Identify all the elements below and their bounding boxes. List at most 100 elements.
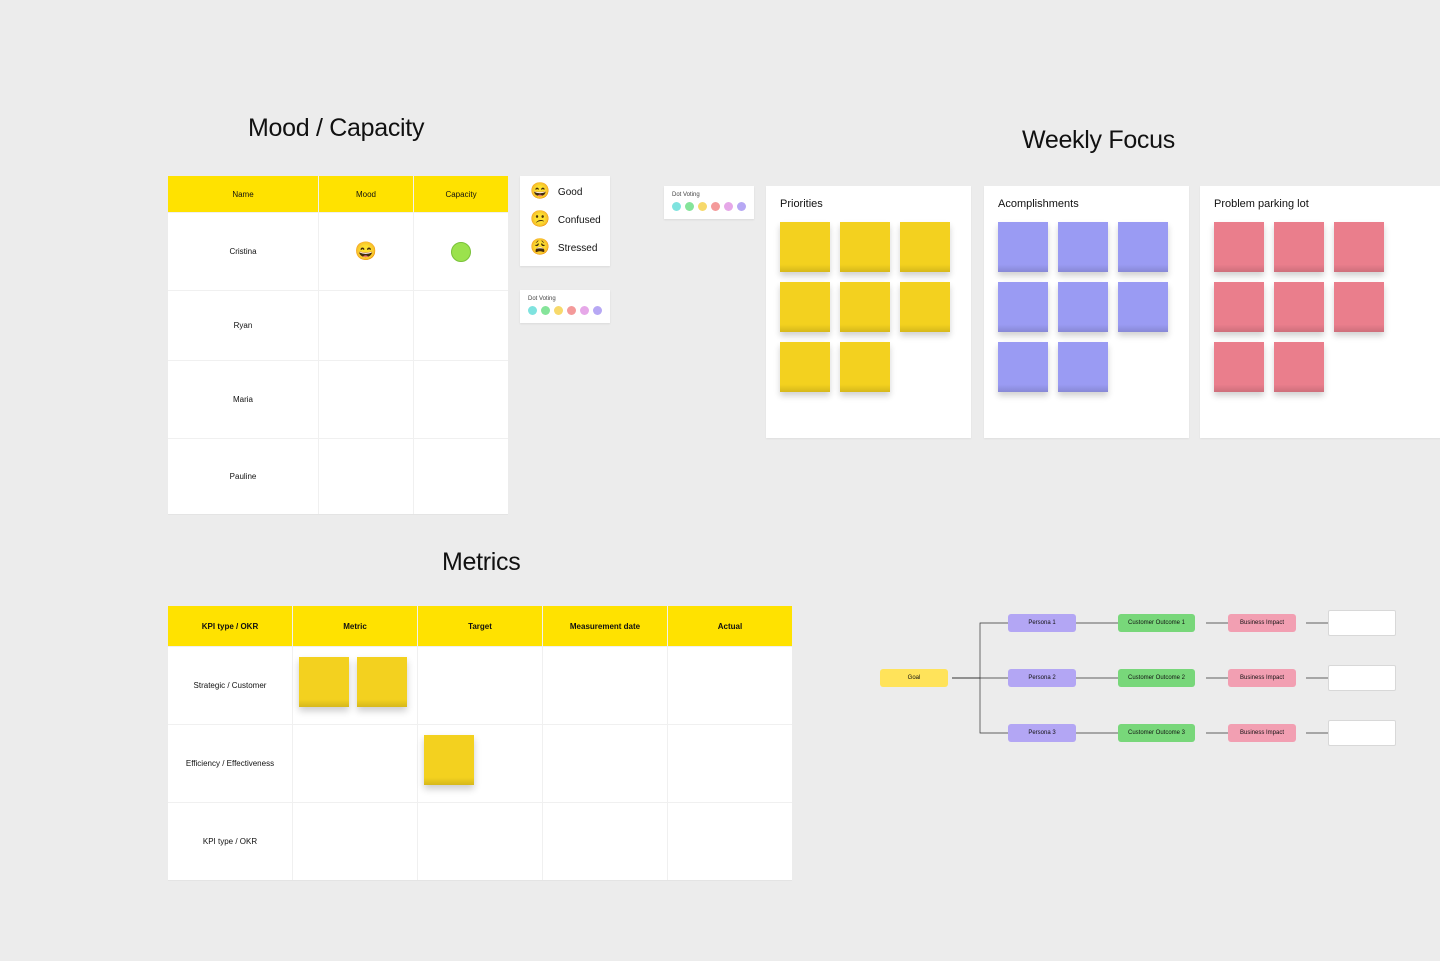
sticky-note[interactable] xyxy=(998,282,1048,332)
tree-impact-node[interactable]: Business Impact xyxy=(1228,724,1296,742)
col-metric: Metric xyxy=(292,606,417,646)
board-title: Problem parking lot xyxy=(1214,198,1436,210)
dot-voting-card-weekly[interactable]: Dot Voting xyxy=(664,186,754,219)
col-name: Name xyxy=(168,176,318,212)
sticky-note[interactable] xyxy=(840,342,890,392)
table-row: Pauline xyxy=(168,438,508,514)
sticky-note[interactable] xyxy=(840,282,890,332)
tree-outcome-node[interactable]: Customer Outcome 1 xyxy=(1118,614,1195,632)
tree-outcome-node[interactable]: Customer Outcome 2 xyxy=(1118,669,1195,687)
tree-blank-node[interactable] xyxy=(1328,720,1396,746)
sticky-note[interactable] xyxy=(998,222,1048,272)
sticky-note[interactable] xyxy=(1214,222,1264,272)
sticky-note[interactable] xyxy=(1058,222,1108,272)
metrics-cell[interactable] xyxy=(542,724,667,802)
tree-impact-node[interactable]: Business Impact xyxy=(1228,669,1296,687)
sticky-note[interactable] xyxy=(424,735,474,785)
sticky-note[interactable] xyxy=(1118,222,1168,272)
tree-persona-node[interactable]: Persona 1 xyxy=(1008,614,1076,632)
metrics-cell[interactable] xyxy=(667,802,792,880)
col-actual: Actual xyxy=(667,606,792,646)
sticky-note[interactable] xyxy=(1058,282,1108,332)
notes-area[interactable] xyxy=(1214,222,1436,392)
col-target: Target xyxy=(417,606,542,646)
notes-area[interactable] xyxy=(780,222,957,392)
table-row: Maria xyxy=(168,360,508,438)
legend-label: Good xyxy=(558,187,582,198)
voting-dot-icon[interactable] xyxy=(593,306,602,315)
sticky-note[interactable] xyxy=(998,342,1048,392)
voting-dot-icon[interactable] xyxy=(724,202,733,211)
sticky-note[interactable] xyxy=(1334,222,1384,272)
metrics-cell[interactable] xyxy=(667,724,792,802)
sticky-note[interactable] xyxy=(780,282,830,332)
sticky-note[interactable] xyxy=(900,222,950,272)
board-title: Acomplishments xyxy=(998,198,1175,210)
table-row: Strategic / Customer xyxy=(168,646,792,724)
focus-board[interactable]: Acomplishments xyxy=(984,186,1189,438)
tree-impact-node[interactable]: Business Impact xyxy=(1228,614,1296,632)
voting-dot-icon[interactable] xyxy=(580,306,589,315)
metrics-cell[interactable] xyxy=(542,646,667,724)
sticky-note[interactable] xyxy=(357,657,407,707)
mood-cell[interactable] xyxy=(318,438,413,514)
voting-dot-icon[interactable] xyxy=(554,306,563,315)
tree-blank-node[interactable] xyxy=(1328,665,1396,691)
sticky-note[interactable] xyxy=(780,222,830,272)
tree-persona-node[interactable]: Persona 3 xyxy=(1008,724,1076,742)
capacity-cell[interactable] xyxy=(413,290,508,360)
sticky-note[interactable] xyxy=(299,657,349,707)
sticky-note[interactable] xyxy=(1214,282,1264,332)
metrics-cell[interactable] xyxy=(542,802,667,880)
metrics-cell[interactable] xyxy=(417,724,542,802)
sticky-note[interactable] xyxy=(780,342,830,392)
voting-dot-icon[interactable] xyxy=(528,306,537,315)
voting-dot-icon[interactable] xyxy=(711,202,720,211)
metrics-cell[interactable] xyxy=(417,646,542,724)
sticky-note[interactable] xyxy=(1274,222,1324,272)
metrics-cell[interactable] xyxy=(292,724,417,802)
mood-cell[interactable] xyxy=(318,360,413,438)
mood-cell[interactable]: 😄 xyxy=(318,212,413,290)
tree-outcome-node[interactable]: Customer Outcome 3 xyxy=(1118,724,1195,742)
mood-capacity-table: Name Mood Capacity Cristina😄RyanMariaPau… xyxy=(168,176,508,514)
tree-goal-node[interactable]: Goal xyxy=(880,669,948,687)
section-title-weekly: Weekly Focus xyxy=(1022,126,1175,155)
voting-dot-icon[interactable] xyxy=(685,202,694,211)
tree-blank-node[interactable] xyxy=(1328,610,1396,636)
name-cell: Ryan xyxy=(168,290,318,360)
voting-dot-icon[interactable] xyxy=(672,202,681,211)
mood-cell[interactable] xyxy=(318,290,413,360)
sticky-note[interactable] xyxy=(1118,282,1168,332)
capacity-cell[interactable] xyxy=(413,438,508,514)
voting-dot-icon[interactable] xyxy=(541,306,550,315)
sticky-note[interactable] xyxy=(1274,342,1324,392)
metrics-cell[interactable] xyxy=(417,802,542,880)
metrics-cell[interactable] xyxy=(292,646,417,724)
notes-area[interactable] xyxy=(998,222,1175,392)
sticky-note[interactable] xyxy=(1214,342,1264,392)
sticky-note[interactable] xyxy=(1058,342,1108,392)
dot-voting-card-mood[interactable]: Dot Voting xyxy=(520,290,610,323)
focus-board[interactable]: Priorities xyxy=(766,186,971,438)
metrics-cell[interactable] xyxy=(667,646,792,724)
table-row: Efficiency / Effectiveness xyxy=(168,724,792,802)
sticky-note[interactable] xyxy=(1274,282,1324,332)
voting-dot-icon[interactable] xyxy=(567,306,576,315)
metrics-cell[interactable] xyxy=(292,802,417,880)
legend-item: 😕Confused xyxy=(530,212,600,228)
capacity-cell[interactable] xyxy=(413,360,508,438)
legend-emoji-icon: 😩 xyxy=(530,240,550,256)
tree-persona-node[interactable]: Persona 2 xyxy=(1008,669,1076,687)
focus-board[interactable]: Problem parking lot xyxy=(1200,186,1440,438)
sticky-note[interactable] xyxy=(1334,282,1384,332)
capacity-cell[interactable] xyxy=(413,212,508,290)
voting-dot-icon[interactable] xyxy=(698,202,707,211)
table-row: Cristina😄 xyxy=(168,212,508,290)
legend-emoji-icon: 😄 xyxy=(530,184,550,200)
sticky-note[interactable] xyxy=(840,222,890,272)
sticky-note[interactable] xyxy=(900,282,950,332)
voting-dot-icon[interactable] xyxy=(737,202,746,211)
legend-emoji-icon: 😕 xyxy=(530,212,550,228)
name-cell: Cristina xyxy=(168,212,318,290)
